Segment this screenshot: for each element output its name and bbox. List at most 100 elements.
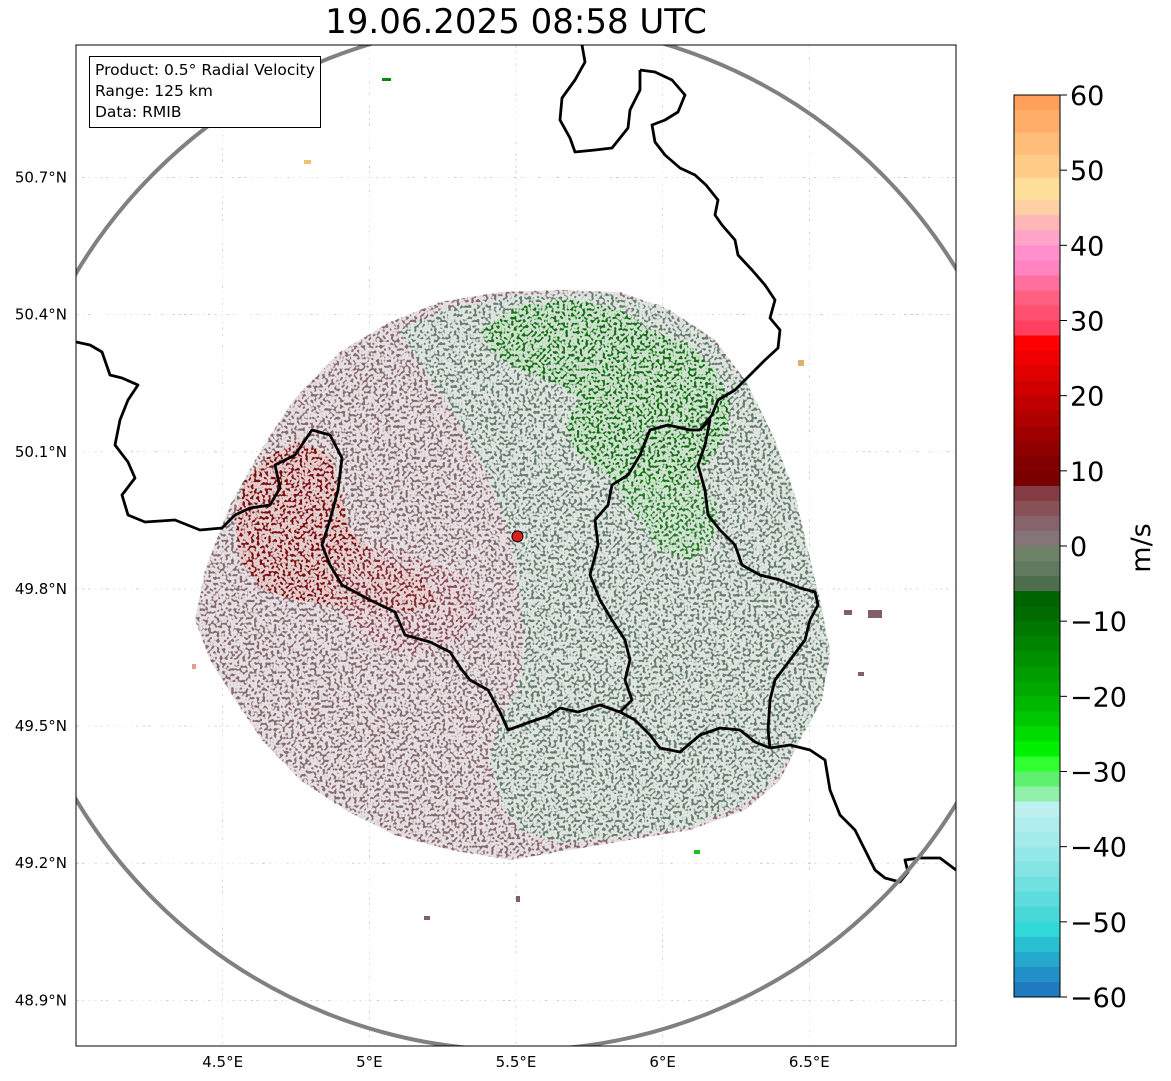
border-belgium-france <box>76 340 621 732</box>
lat-tick-label: 49.8°N <box>15 580 67 598</box>
lat-tick-label: 48.9°N <box>15 991 67 1009</box>
colorbar-swatch <box>1014 380 1060 397</box>
colorbar-swatch <box>1014 215 1060 231</box>
colorbar-tick-label: −20 <box>1070 682 1127 713</box>
colorbar-swatch <box>1014 200 1060 216</box>
country-borders <box>76 45 956 884</box>
colorbar-tick-label: −30 <box>1070 758 1127 789</box>
colorbar-tick-label: −50 <box>1070 908 1127 939</box>
colorbar-swatch <box>1014 711 1060 727</box>
lat-tick-label: 49.2°N <box>15 854 67 872</box>
colorbar-swatch <box>1014 546 1060 562</box>
colorbar-tick-label: 20 <box>1070 382 1104 413</box>
colorbar-swatch <box>1014 876 1060 893</box>
colorbar-swatch <box>1014 726 1060 742</box>
colorbar-swatch <box>1014 966 1060 983</box>
colorbar-swatch <box>1014 177 1060 201</box>
colorbar-swatch <box>1014 110 1060 134</box>
colorbar-swatch <box>1014 756 1060 772</box>
colorbar-swatch <box>1014 681 1060 697</box>
colorbar-tick-label: 30 <box>1070 307 1104 338</box>
border-luxembourg-france <box>619 710 771 754</box>
colorbar-swatch <box>1014 455 1060 472</box>
lon-tick-label: 5°E <box>356 1053 383 1071</box>
border-germany-france <box>769 743 956 884</box>
lon-tick-label: 5.5°E <box>496 1053 537 1071</box>
colorbar-swatch <box>1014 846 1060 863</box>
colorbar-swatch <box>1014 95 1060 111</box>
colorbar-swatch <box>1014 651 1060 667</box>
colorbar-swatch <box>1014 951 1060 968</box>
colorbar-swatch <box>1014 335 1060 352</box>
lon-tick-label: 4.5°E <box>202 1053 243 1071</box>
colorbar-swatch <box>1014 906 1060 923</box>
colorbar-swatch <box>1014 981 1060 998</box>
lat-tick-label: 50.7°N <box>15 169 67 187</box>
colorbar-swatch <box>1014 936 1060 953</box>
colorbar-swatch <box>1014 741 1060 757</box>
colorbar-swatch <box>1014 591 1060 607</box>
radar-site-marker <box>511 530 524 543</box>
colorbar-swatch <box>1014 245 1060 261</box>
lon-tick-label: 6°E <box>649 1053 676 1071</box>
colorbar-swatch <box>1014 365 1060 382</box>
colorbar-tick-label: 50 <box>1070 156 1104 187</box>
colorbar-tick-label: 10 <box>1070 457 1104 488</box>
border-luxembourg-germany <box>696 418 820 749</box>
colorbar-swatch <box>1014 696 1060 712</box>
colorbar-swatch <box>1014 771 1060 788</box>
colorbar-swatch <box>1014 395 1060 412</box>
colorbar-tick-label: −60 <box>1070 983 1127 1014</box>
colorbar-swatches <box>1014 95 1060 998</box>
latitude-tick-labels: 50.7°N 50.4°N 50.1°N 49.8°N 49.5°N 49.2°N 48.9… <box>15 169 67 1010</box>
colorbar-swatch <box>1014 576 1060 592</box>
echo-speckle-gaps <box>76 45 956 1046</box>
map-area <box>76 45 956 1046</box>
lon-tick-label: 6.5°E <box>789 1053 830 1071</box>
colorbar-swatch <box>1014 561 1060 577</box>
border-netherlands-limburg <box>558 45 642 154</box>
colorbar-swatch <box>1014 132 1060 156</box>
colorbar: 60 50 40 30 20 10 0 −10 −20 −30 −40 −50 −60 m/s <box>1013 81 1157 1014</box>
colorbar-swatch <box>1014 831 1060 848</box>
colorbar-tick-label: 60 <box>1070 81 1104 112</box>
isolated-echo-pixels <box>192 78 882 920</box>
colorbar-swatch <box>1014 485 1060 502</box>
colorbar-swatch <box>1014 155 1060 179</box>
colorbar-swatch <box>1014 530 1060 547</box>
colorbar-swatch <box>1014 500 1060 517</box>
colorbar-swatch <box>1014 320 1060 337</box>
colorbar-swatch <box>1014 666 1060 682</box>
colorbar-swatch <box>1014 606 1060 622</box>
colorbar-swatch <box>1014 275 1060 291</box>
colorbar-swatch <box>1014 621 1060 637</box>
map-frame <box>75 44 957 1047</box>
colorbar-swatch <box>1014 786 1060 803</box>
lat-tick-label: 50.4°N <box>15 306 67 324</box>
info-range: Range: 125 km <box>95 82 213 100</box>
colorbar-ticks: 60 50 40 30 20 10 0 −10 −20 −30 −40 −50 −60 <box>1060 81 1127 1014</box>
border-belgium-luxembourg <box>588 423 700 713</box>
info-data-source: Data: RMIB <box>95 103 182 121</box>
longitude-tick-labels: 4.5°E 5°E 5.5°E 6°E 6.5°E <box>202 1053 830 1071</box>
info-box: Product: 0.5° Radial Velocity Range: 125… <box>89 56 321 128</box>
colorbar-swatch <box>1014 425 1060 442</box>
colorbar-tick-label: −10 <box>1070 607 1127 638</box>
colorbar-swatch <box>1014 410 1060 427</box>
border-belgium-germany-north <box>639 68 782 431</box>
colorbar-tick-label: −40 <box>1070 833 1127 864</box>
colorbar-swatch <box>1014 260 1060 276</box>
colorbar-swatch <box>1014 816 1060 833</box>
colorbar-tick-label: 40 <box>1070 231 1104 262</box>
figure-title: 19.06.2025 08:58 UTC <box>325 2 707 42</box>
colorbar-swatch <box>1014 440 1060 457</box>
colorbar-swatch <box>1014 515 1060 532</box>
colorbar-swatch <box>1014 861 1060 878</box>
colorbar-swatch <box>1014 230 1060 246</box>
colorbar-swatch <box>1014 801 1060 818</box>
colorbar-swatch <box>1014 891 1060 908</box>
colorbar-swatch <box>1014 290 1060 306</box>
colorbar-swatch <box>1014 921 1060 938</box>
